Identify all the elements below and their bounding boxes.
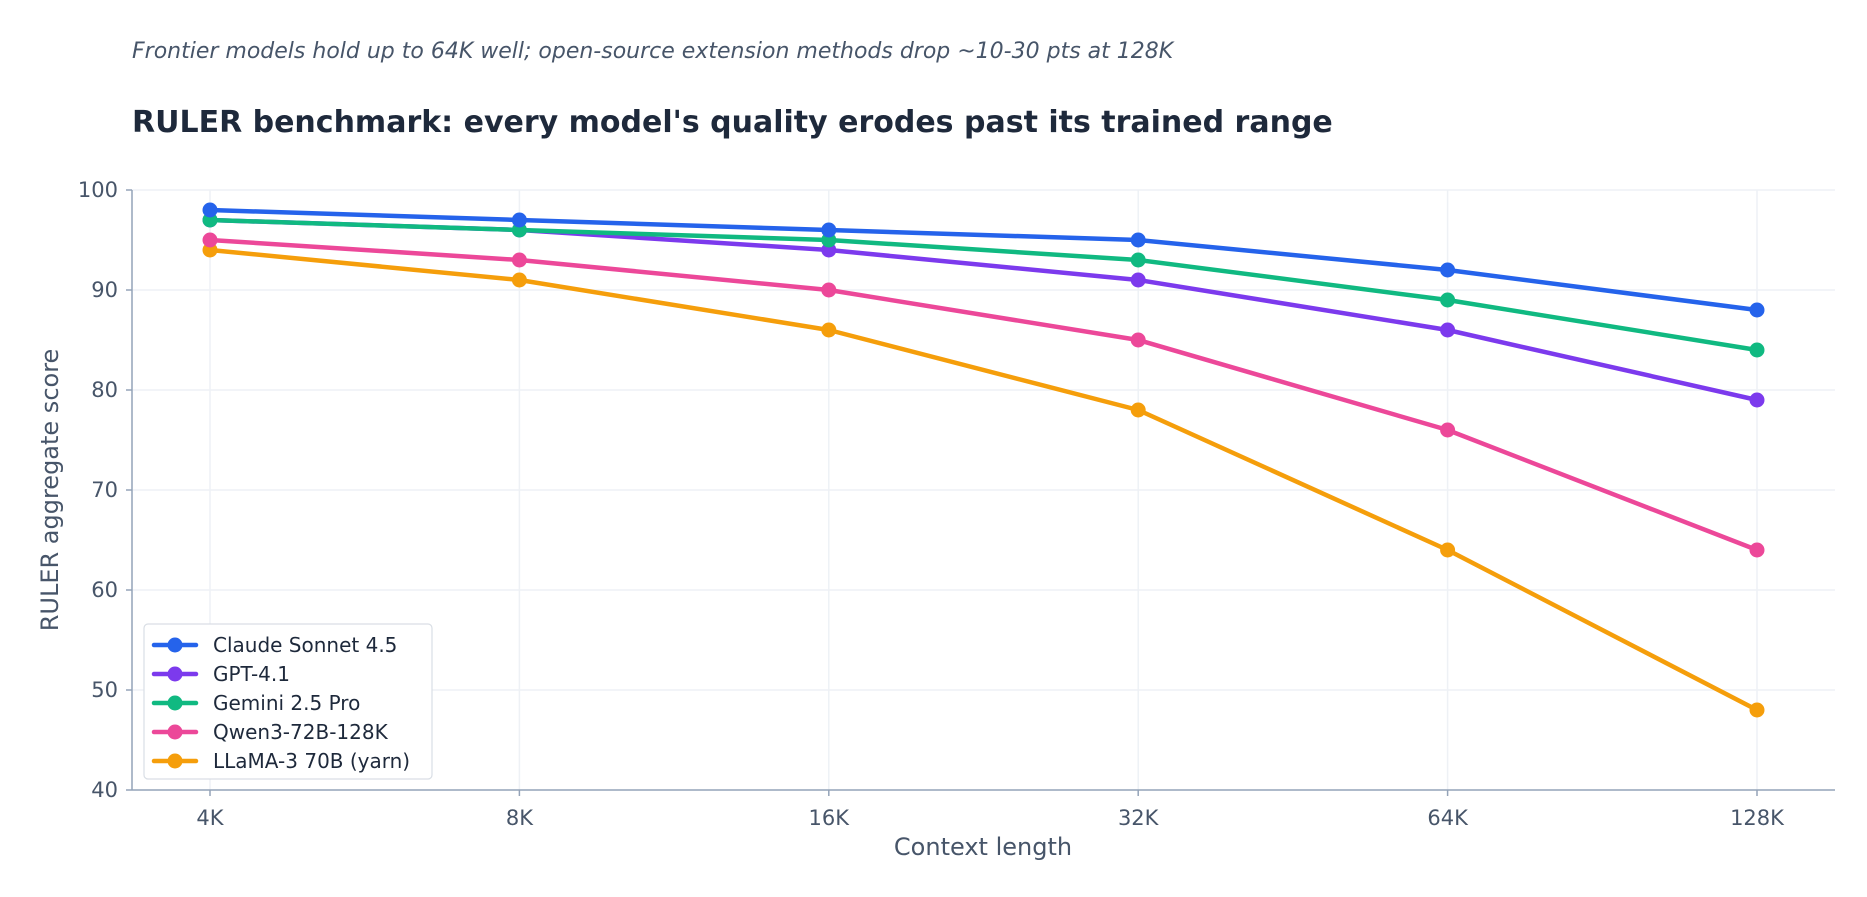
- x-axis-label: Context length: [894, 833, 1072, 861]
- chart-title: RULER benchmark: every model's quality e…: [132, 105, 1333, 140]
- x-tick-label: 64K: [1427, 806, 1469, 830]
- x-tick-label: 8K: [506, 806, 534, 830]
- data-point-llama-3-70b-yarn: [821, 322, 837, 338]
- legend-label: Gemini 2.5 Pro: [213, 691, 360, 715]
- x-tick-label: 16K: [809, 806, 851, 830]
- y-tick-label: 40: [91, 778, 118, 802]
- legend-label: Claude Sonnet 4.5: [213, 633, 397, 657]
- data-point-llama-3-70b-yarn: [1749, 702, 1765, 718]
- data-point-qwen3-72b-128k: [511, 252, 527, 268]
- legend-label: GPT-4.1: [213, 662, 290, 686]
- data-point-qwen3-72b-128k: [1130, 332, 1146, 348]
- series-line-qwen3-72b-128k: [207, 237, 1760, 553]
- y-tick-label: 100: [78, 178, 118, 202]
- data-point-llama-3-70b-yarn: [511, 272, 527, 288]
- data-point-gpt-4-1: [1749, 392, 1765, 408]
- chart-subtitle: Frontier models hold up to 64K well; ope…: [132, 39, 1175, 64]
- legend-swatch-marker: [167, 695, 183, 711]
- data-point-qwen3-72b-128k: [1440, 422, 1456, 438]
- data-point-gemini-2-5-pro: [1749, 342, 1765, 358]
- data-point-llama-3-70b-yarn: [1130, 402, 1146, 418]
- x-tick-label: 4K: [196, 806, 224, 830]
- legend-box: [143, 623, 433, 780]
- data-point-claude-sonnet-4-5: [202, 202, 218, 218]
- y-tick-label: 80: [91, 378, 118, 402]
- data-point-claude-sonnet-4-5: [821, 222, 837, 238]
- legend: Claude Sonnet 4.5 GPT-4.1 Gemini 2.5 Pro Qw…: [143, 623, 433, 780]
- series-lines: [202, 202, 1765, 718]
- data-point-gemini-2-5-pro: [1440, 292, 1456, 308]
- x-tick-labels: 4K 8K 16K 32K 64K 128K: [196, 790, 1785, 830]
- legend-swatch-marker: [167, 753, 183, 769]
- y-axis-label: RULER aggregate score: [36, 349, 64, 632]
- data-point-gpt-4-1: [1130, 272, 1146, 288]
- y-tick-label: 60: [91, 578, 118, 602]
- legend-swatch-marker: [167, 724, 183, 740]
- data-point-claude-sonnet-4-5: [1749, 302, 1765, 318]
- series-line-gemini-2-5-pro: [207, 217, 1760, 353]
- data-point-claude-sonnet-4-5: [511, 212, 527, 228]
- data-point-gemini-2-5-pro: [1130, 252, 1146, 268]
- x-tick-label: 32K: [1118, 806, 1160, 830]
- data-point-gpt-4-1: [1440, 322, 1456, 338]
- grid-lines: [132, 189, 1835, 790]
- series-line-llama-3-70b-yarn: [207, 247, 1760, 713]
- y-tick-label: 70: [91, 478, 118, 502]
- y-tick-label: 50: [91, 678, 118, 702]
- legend-swatch-marker: [167, 666, 183, 682]
- legend-label: LLaMA-3 70B (yarn): [213, 749, 410, 773]
- data-point-qwen3-72b-128k: [202, 232, 218, 248]
- series-line-claude-sonnet-4-5: [207, 207, 1760, 313]
- y-tick-labels: 40 50 60 70 80 90 100: [78, 178, 132, 802]
- legend-items: Claude Sonnet 4.5 GPT-4.1 Gemini 2.5 Pro Qw…: [151, 633, 410, 773]
- data-point-claude-sonnet-4-5: [1440, 262, 1456, 278]
- data-point-qwen3-72b-128k: [821, 282, 837, 298]
- x-tick-label: 128K: [1730, 806, 1785, 830]
- data-point-claude-sonnet-4-5: [1130, 232, 1146, 248]
- legend-label: Qwen3-72B-128K: [213, 720, 389, 744]
- data-point-llama-3-70b-yarn: [1440, 542, 1456, 558]
- y-tick-label: 90: [91, 278, 118, 302]
- series-line-gpt-4-1: [207, 217, 1760, 403]
- legend-swatch-marker: [167, 637, 183, 653]
- data-point-qwen3-72b-128k: [1749, 542, 1765, 558]
